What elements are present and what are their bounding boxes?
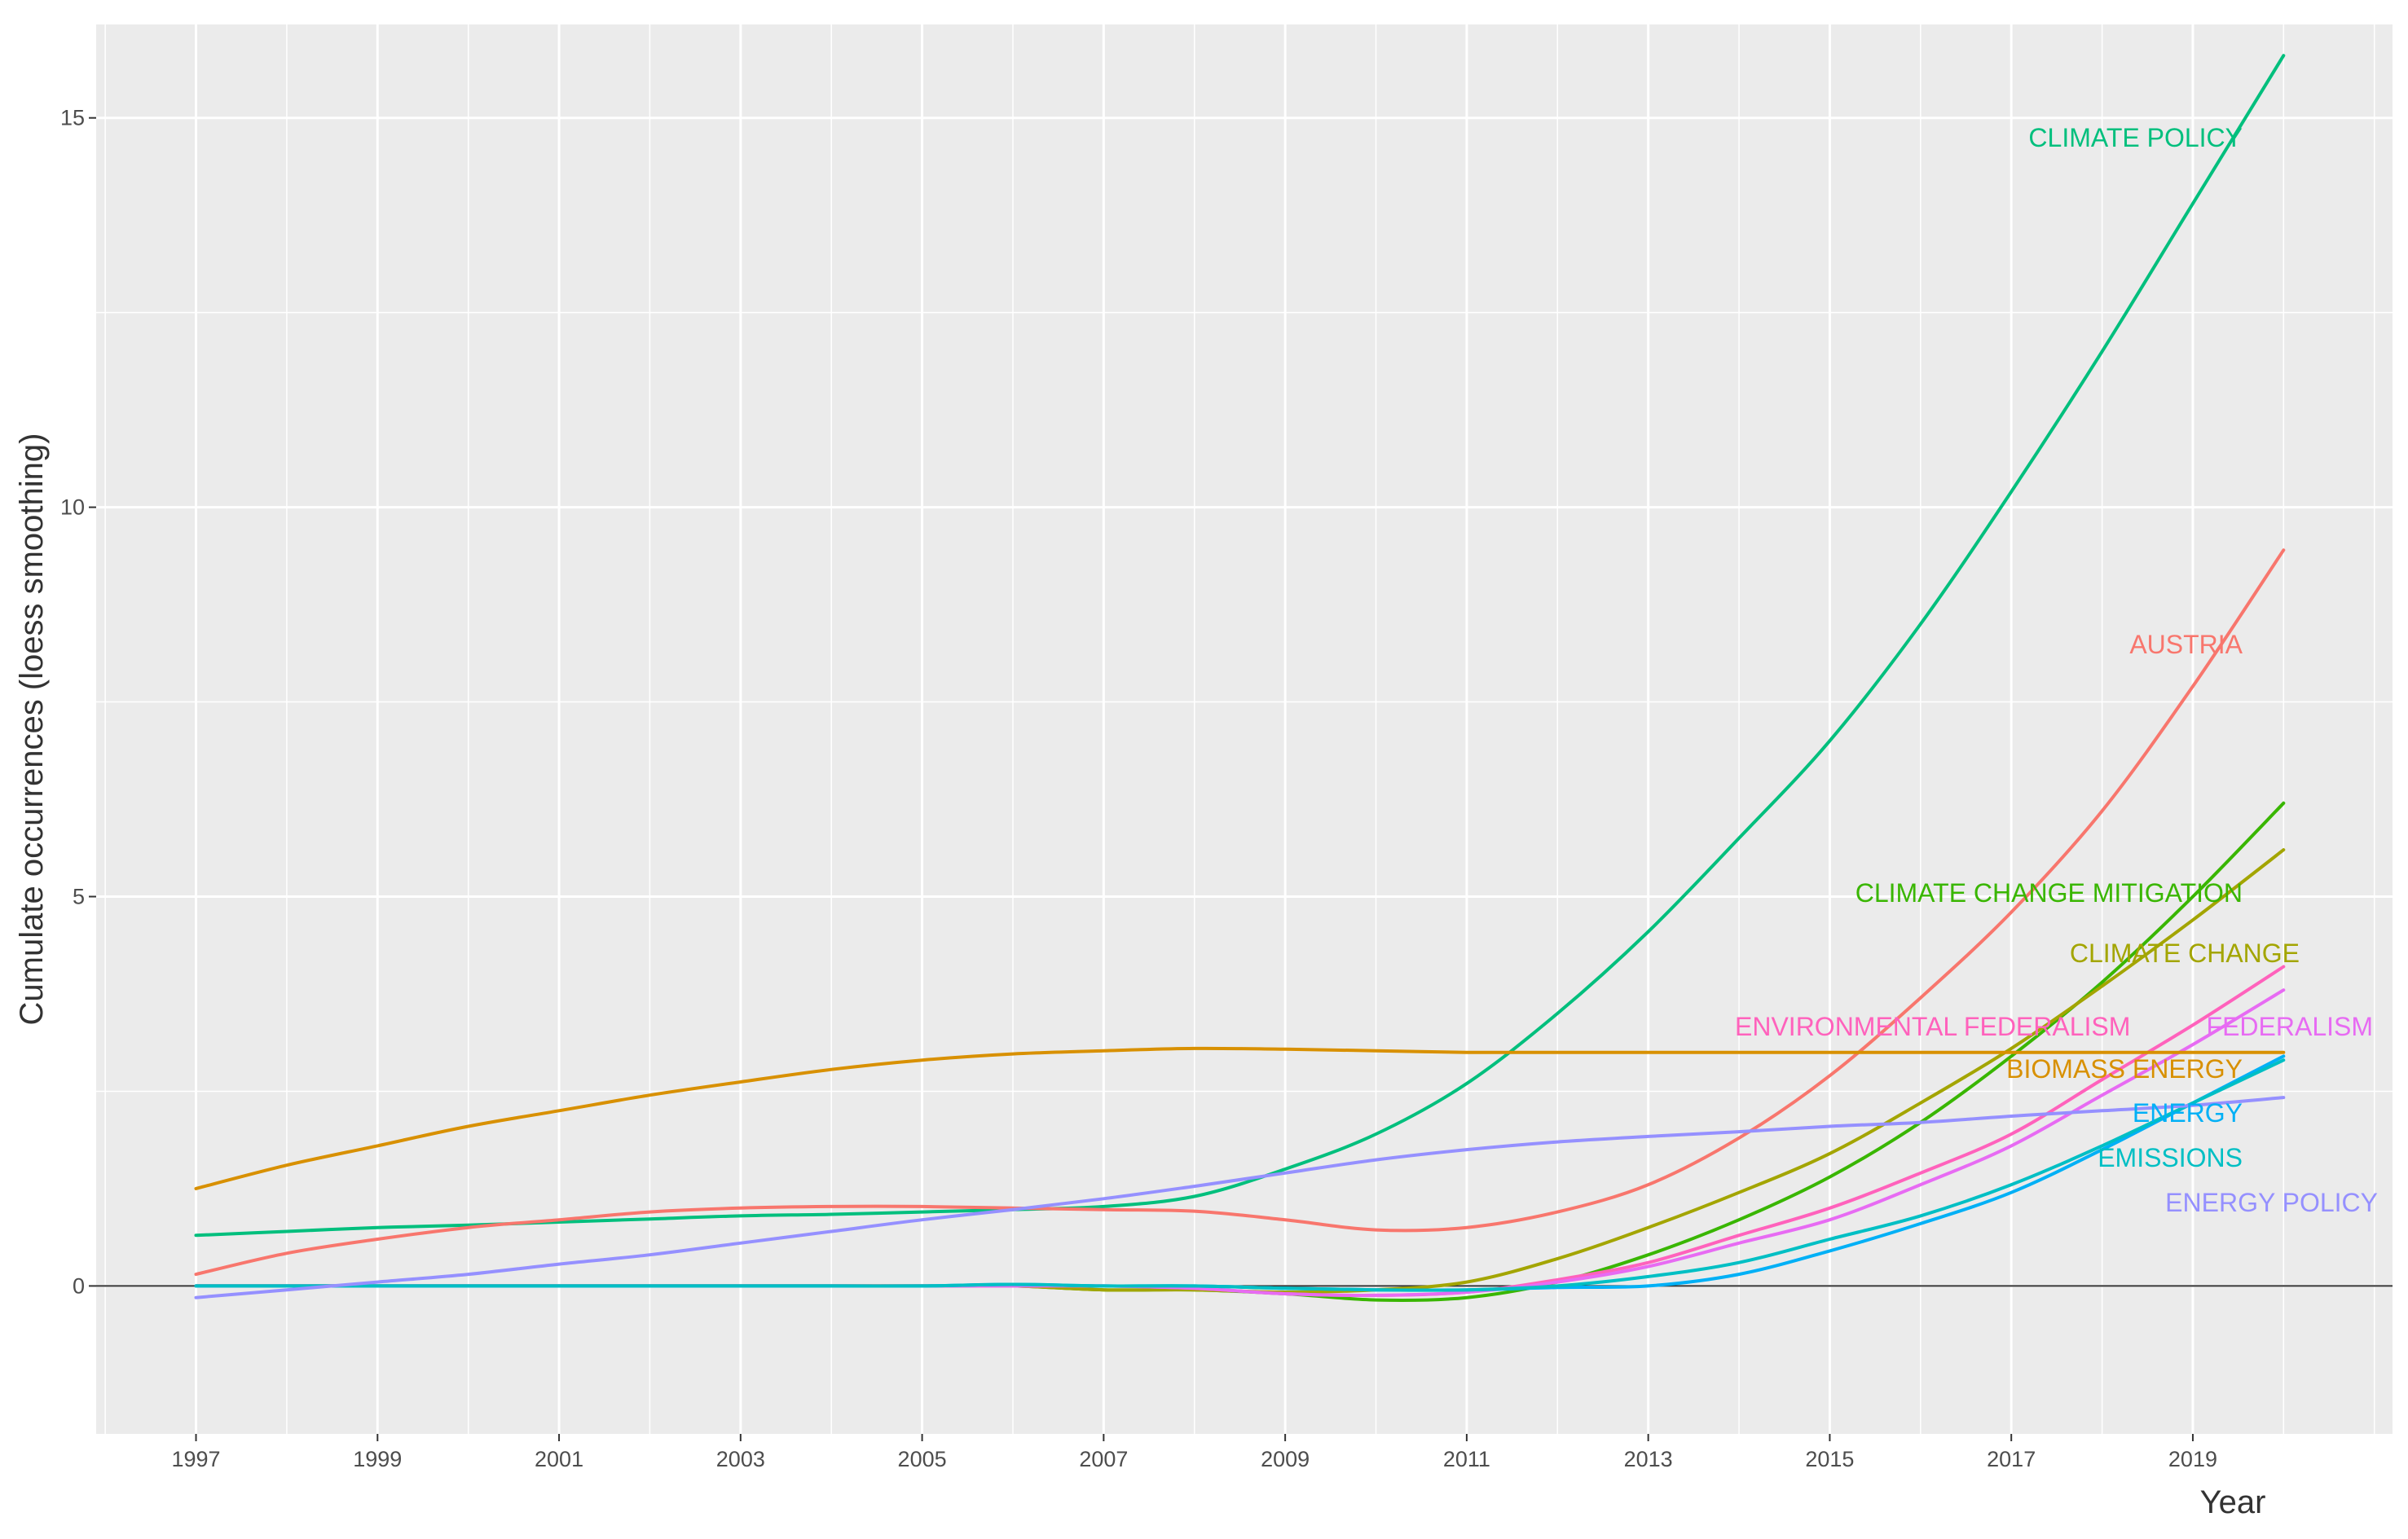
series-label-energy-policy: ENERGY POLICY <box>2165 1188 2378 1217</box>
x-tick-label: 1997 <box>171 1447 220 1471</box>
x-tick-label: 2019 <box>2168 1447 2217 1471</box>
series-line-energy-policy <box>194 1096 2286 1299</box>
series-label-biomass-energy: BIOMASS ENERGY <box>2006 1054 2243 1084</box>
x-tick-label: 2015 <box>1805 1447 1854 1471</box>
series-label-climate-policy: CLIMATE POLICY <box>2028 123 2243 152</box>
panel-background <box>96 24 2393 1434</box>
series-label-energy: ENERGY <box>2133 1098 2243 1128</box>
x-tick-label: 2009 <box>1261 1447 1310 1471</box>
series-label-federalism: FEDERALISM <box>2207 1012 2373 1041</box>
x-tick-label: 2007 <box>1079 1447 1128 1471</box>
series-labels: CLIMATE POLICY AUSTRIA CLIMATE CHANGE MITI… <box>1735 123 2378 1217</box>
series-label-emissions: EMISSIONS <box>2098 1143 2243 1172</box>
x-tick-label: 2017 <box>1987 1447 2036 1471</box>
x-tick-label: 2005 <box>898 1447 947 1471</box>
x-tick-label: 1999 <box>353 1447 402 1471</box>
x-axis-title: Year <box>2200 1484 2266 1520</box>
y-axis-title: Cumulate occurrences (loess smoothing) <box>14 433 50 1026</box>
x-axis-ticks: 1997 1999 2001 2003 2005 2007 2009 2011 2013 2015… <box>171 1434 2217 1471</box>
series-line-austria <box>194 548 2286 1277</box>
y-tick-label: 0 <box>73 1273 85 1298</box>
x-tick-label: 2013 <box>1624 1447 1673 1471</box>
x-tick-label: 2003 <box>716 1447 765 1471</box>
series-line-emissions <box>194 1058 2286 1292</box>
series-lines <box>194 54 2286 1303</box>
series-label-austria: AUSTRIA <box>2129 630 2243 659</box>
series-label-environmental-federalism: ENVIRONMENTAL FEDERALISM <box>1735 1012 2130 1041</box>
series-label-climate-change-mitigation: CLIMATE CHANGE MITIGATION <box>1856 878 2243 908</box>
x-tick-label: 2011 <box>1443 1447 1490 1471</box>
y-axis-ticks: 0 5 10 15 <box>60 106 96 1298</box>
series-label-climate-change: CLIMATE CHANGE <box>2070 939 2300 968</box>
y-tick-label: 10 <box>60 495 85 520</box>
y-tick-label: 15 <box>60 106 85 130</box>
series-line-climate-policy <box>194 54 2286 1238</box>
x-tick-label: 2001 <box>535 1447 583 1471</box>
y-tick-label: 5 <box>73 884 85 908</box>
series-line-biomass-energy <box>194 1046 2286 1190</box>
